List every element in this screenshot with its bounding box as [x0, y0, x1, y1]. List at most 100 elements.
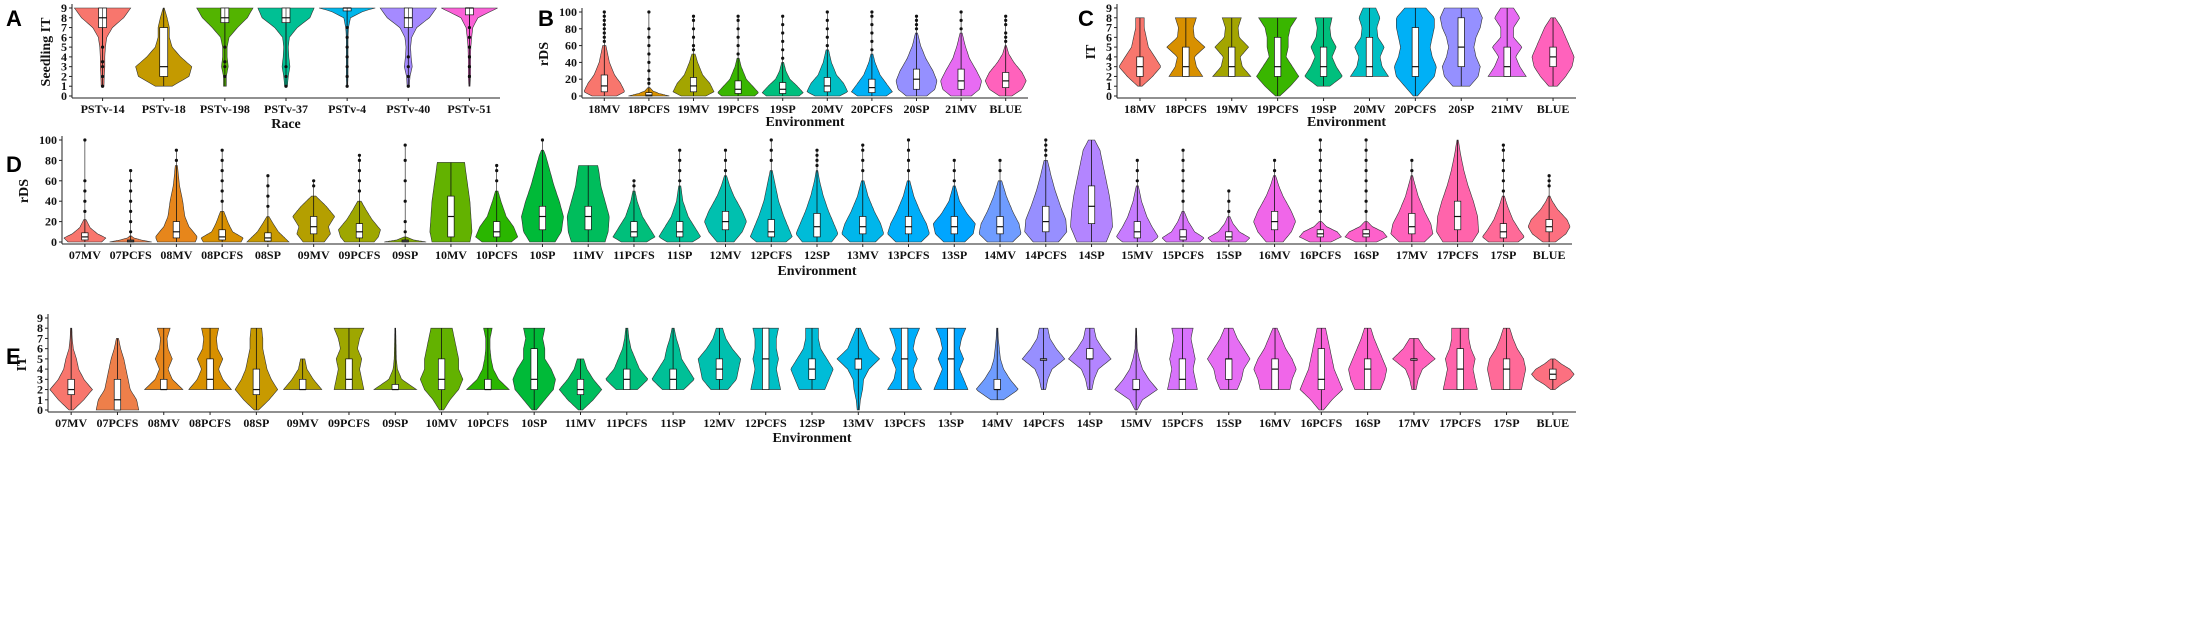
x-tick-label: 17MV — [1396, 248, 1428, 262]
violin-11mv: 11MV — [566, 165, 610, 262]
x-tick-label: 11MV — [565, 416, 597, 430]
violin-blue: BLUE — [984, 14, 1027, 116]
violin-10mv: 10MV — [429, 162, 473, 262]
violin-08pcfs: 08PCFS — [200, 148, 243, 262]
violin-11sp: 11SP — [651, 327, 695, 430]
outlier-point — [345, 35, 349, 39]
x-tick-label: 17SP — [1490, 248, 1516, 262]
x-tick-label: 15SP — [1216, 248, 1242, 262]
y-tick-label: 6 — [1106, 30, 1112, 44]
outlier-point — [284, 84, 288, 88]
x-tick-label: 16PCFS — [1299, 248, 1341, 262]
outlier-point — [467, 65, 472, 69]
violin-16mv: 16MV — [1253, 327, 1297, 430]
x-tick-label: 21MV — [945, 102, 977, 116]
outlier-point — [406, 84, 410, 88]
box — [355, 223, 363, 239]
violin-16sp: 16SP — [1348, 327, 1388, 430]
x-tick-label: 12SP — [799, 416, 825, 430]
violin-20pcfs: 20PCFS — [851, 10, 893, 116]
violin-13pcfs: 13PCFS — [884, 327, 926, 430]
box — [113, 378, 122, 411]
box — [950, 216, 958, 235]
violin-14mv: 14MV — [975, 327, 1019, 430]
violin-17pcfs: 17PCFS — [1439, 327, 1482, 430]
y-tick-label: 9 — [1106, 1, 1112, 15]
violin-16pcfs: 16PCFS — [1298, 138, 1342, 262]
x-tick-label: 19SP — [770, 102, 796, 116]
x-tick-label: 10SP — [521, 416, 547, 430]
y-tick-label: 4 — [37, 362, 43, 376]
outlier-point — [345, 74, 349, 79]
outlier-point — [100, 84, 105, 88]
violin-pstv-4: PSTv-4 — [318, 7, 376, 116]
box — [1274, 36, 1282, 77]
outlier-point — [406, 55, 410, 59]
x-tick-label: 14SP — [1077, 416, 1103, 430]
violin-pstv-18: PSTv-18 — [135, 7, 193, 116]
x-tick-label: 12PCFS — [750, 248, 792, 262]
box — [1271, 211, 1279, 231]
box — [1182, 46, 1190, 77]
x-tick-label: 16SP — [1353, 248, 1379, 262]
y-tick-label: 5 — [1106, 40, 1112, 54]
violin-12pcfs: 12PCFS — [749, 138, 793, 262]
x-tick-label: 07PCFS — [110, 248, 152, 262]
box — [1132, 378, 1140, 390]
box — [1365, 36, 1374, 77]
violin-15mv: 15MV — [1114, 327, 1158, 430]
x-tick-label: PSTv-37 — [264, 102, 308, 116]
outlier-point — [100, 45, 105, 49]
panel-label-e: E — [6, 344, 21, 369]
box — [159, 27, 169, 77]
y-tick-label: 4 — [1106, 50, 1112, 64]
outlier-point — [1547, 174, 1551, 178]
outlier-point — [467, 45, 472, 49]
x-tick-label: 10SP — [529, 248, 555, 262]
box — [1179, 229, 1187, 241]
x-tick-label: 18PCFS — [1165, 102, 1207, 116]
box — [854, 358, 862, 370]
box — [767, 219, 775, 238]
x-tick-label: 20MV — [811, 102, 843, 116]
outlier-point — [406, 74, 410, 79]
x-tick-label: 20MV — [1353, 102, 1385, 116]
y-tick-label: 6 — [61, 30, 67, 44]
panel-label-a: A — [6, 6, 22, 31]
box — [67, 378, 75, 396]
violin-21mv: 21MV — [940, 10, 982, 116]
violin-19pcfs: 19PCFS — [717, 14, 759, 116]
outlier-point — [1181, 148, 1185, 152]
x-tick-label: 15MV — [1121, 248, 1153, 262]
violin-14pcfs: 14PCFS — [1021, 327, 1066, 430]
violin-pstv-37: PSTv-37 — [257, 7, 315, 116]
x-tick-label: 08MV — [148, 416, 180, 430]
violin-17sp: 17SP — [1487, 327, 1526, 430]
y-tick-label: 100 — [39, 133, 57, 147]
box — [1228, 46, 1236, 77]
x-tick-label: 09MV — [298, 248, 330, 262]
y-axis-label: IT — [15, 356, 30, 371]
violin-10pcfs: 10PCFS — [465, 327, 510, 430]
violin-09pcfs: 09PCFS — [338, 153, 381, 262]
violin-21mv: 21MV — [1487, 7, 1527, 116]
x-tick-label: 19SP — [1311, 102, 1337, 116]
box — [1454, 200, 1462, 231]
box — [721, 211, 730, 231]
x-tick-label: 16MV — [1259, 248, 1291, 262]
box — [160, 378, 168, 390]
outlier-point — [345, 84, 349, 88]
box — [1271, 358, 1279, 390]
violin-15pcfs: 15PCFS — [1161, 148, 1204, 262]
box — [690, 77, 697, 93]
box — [530, 348, 538, 390]
violin-12mv: 12MV — [697, 327, 742, 430]
violin-15sp: 15SP — [1207, 189, 1250, 262]
x-tick-label: BLUE — [1537, 102, 1570, 116]
x-axis-label: Environment — [1307, 115, 1386, 130]
x-tick-label: 20PCFS — [851, 102, 893, 116]
box — [576, 378, 585, 396]
y-tick-label: 20 — [565, 72, 577, 86]
